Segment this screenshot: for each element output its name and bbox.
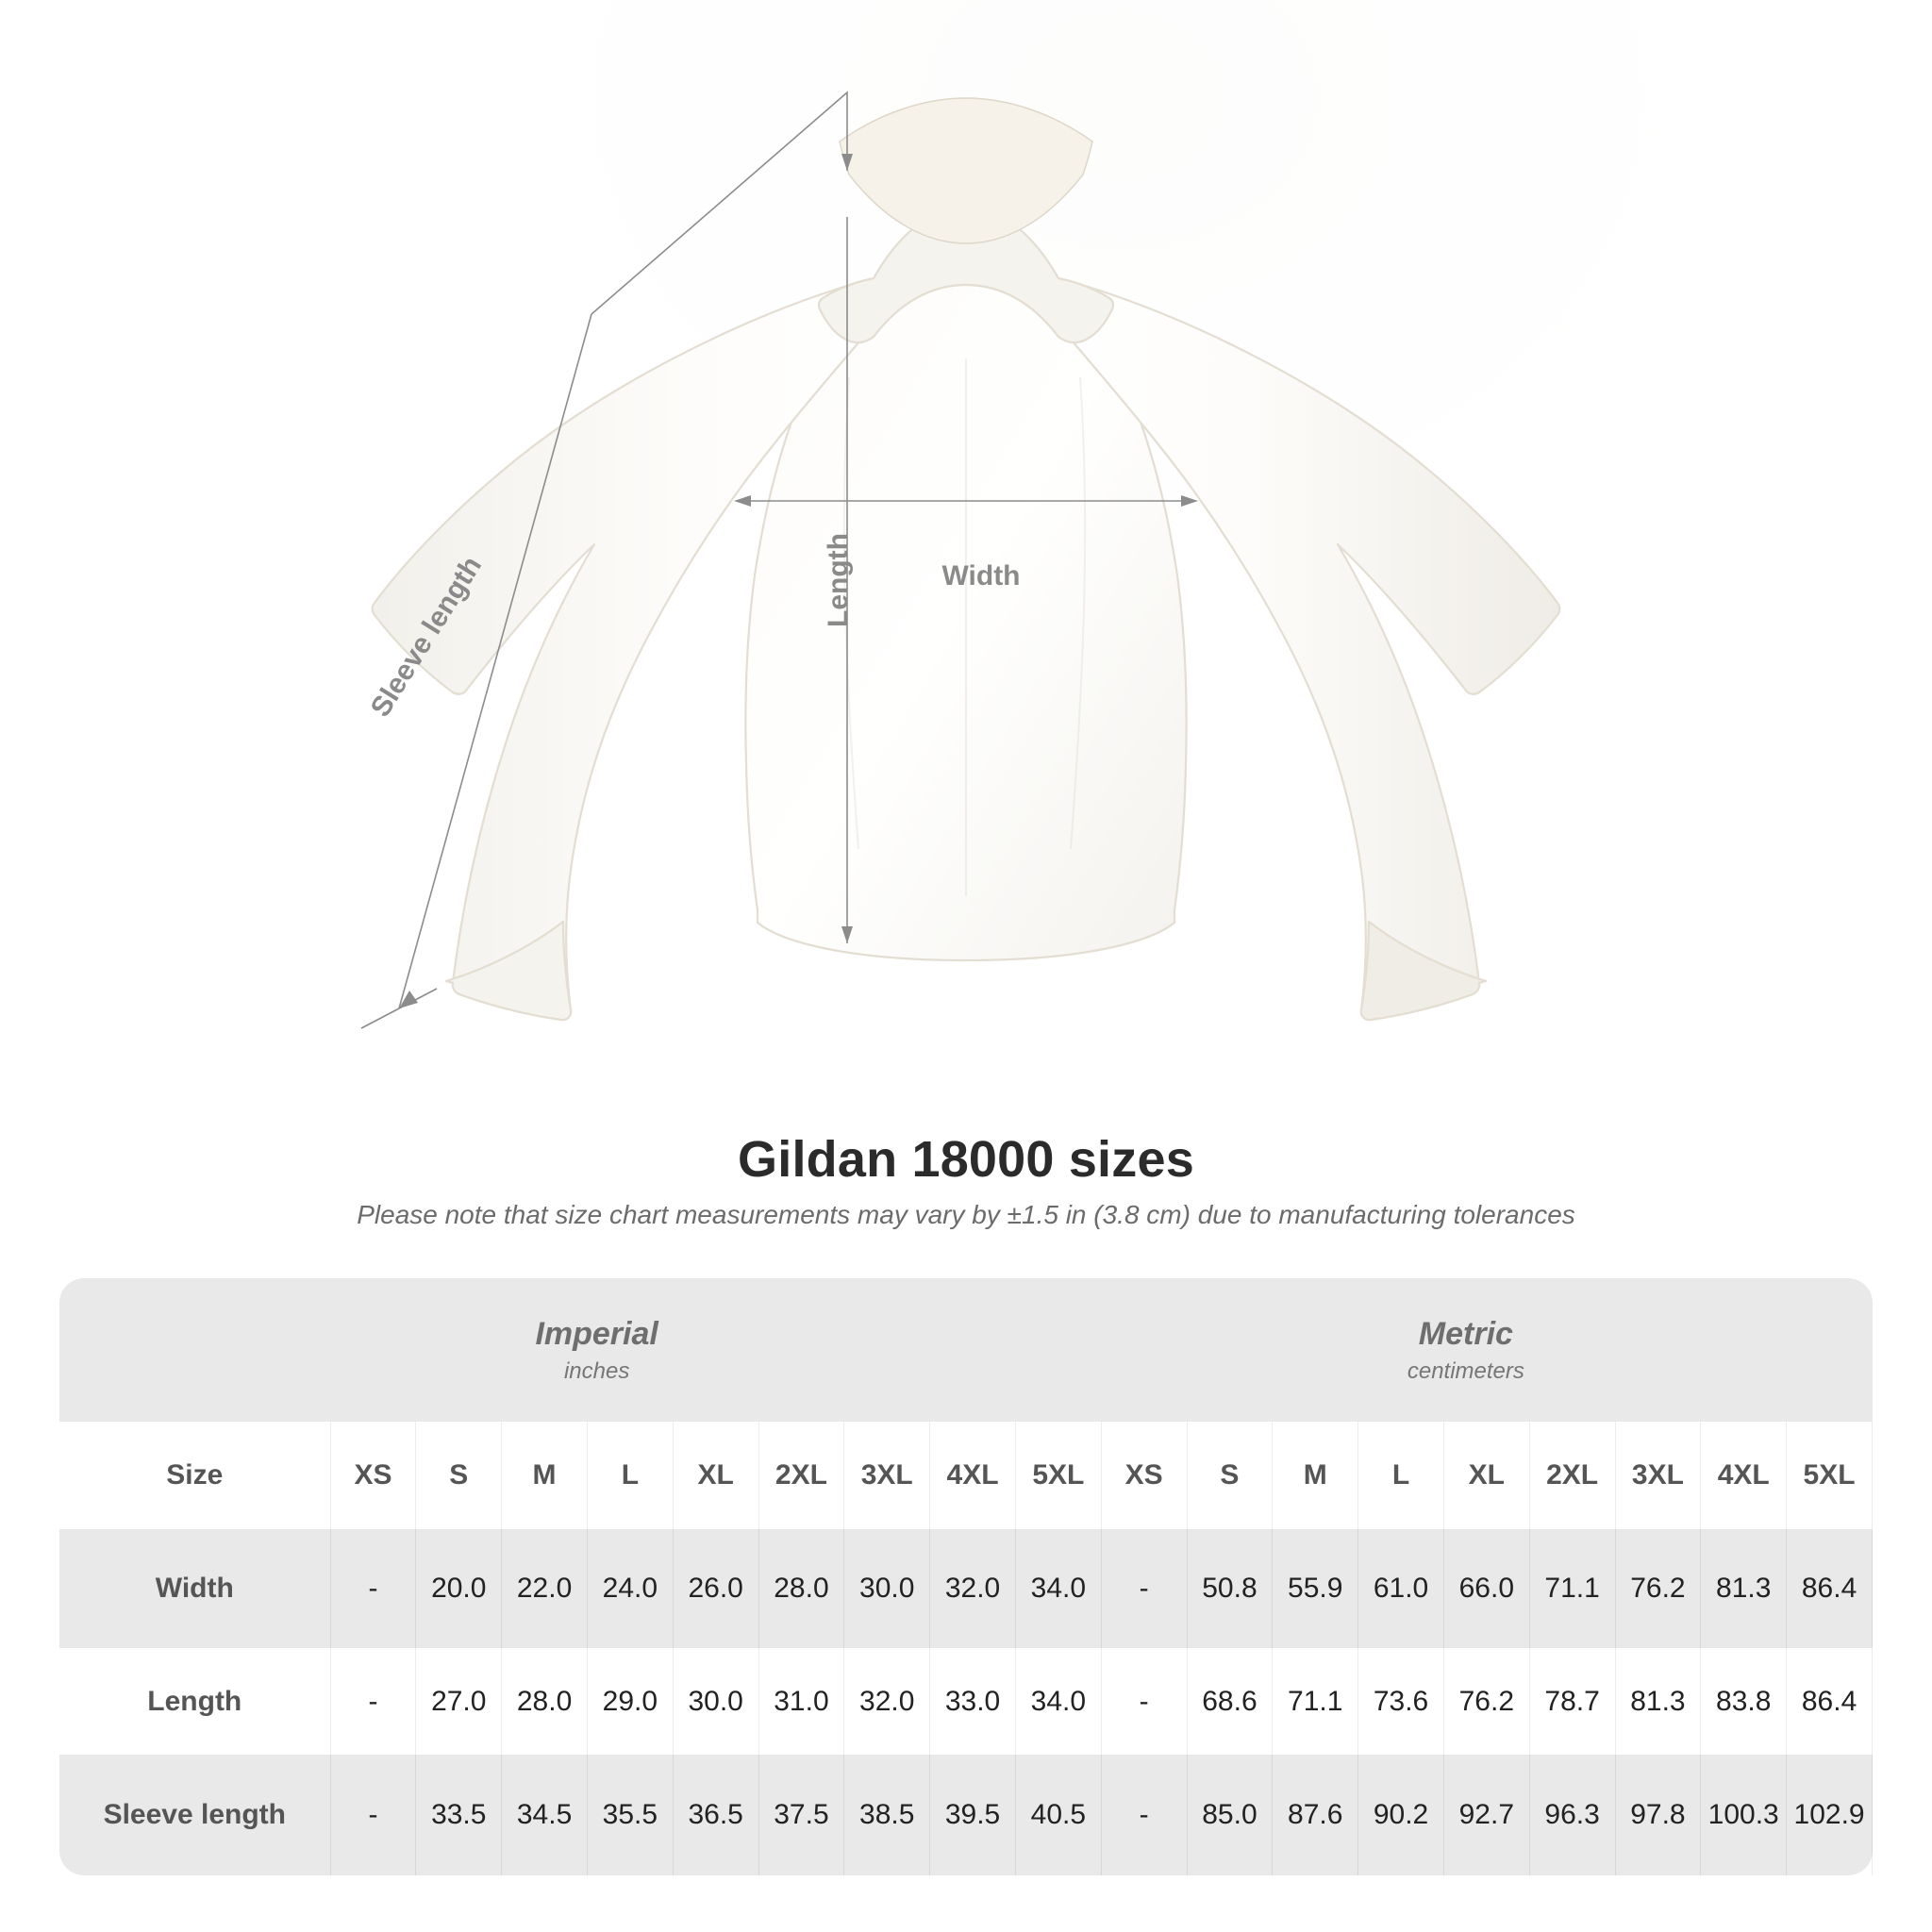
- svg-text:Width: Width: [941, 560, 1020, 591]
- svg-text:Length: Length: [823, 533, 854, 627]
